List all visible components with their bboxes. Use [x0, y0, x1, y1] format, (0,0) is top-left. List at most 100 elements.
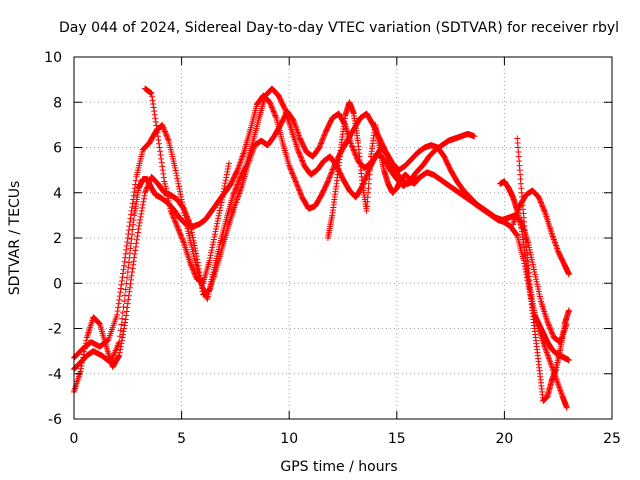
data-point [289, 171, 296, 178]
data-point [119, 315, 126, 322]
data-point [200, 286, 207, 293]
data-point [165, 136, 172, 143]
data-point [231, 189, 238, 196]
data-point [180, 204, 187, 211]
data-point [188, 263, 195, 270]
data-point [215, 215, 222, 222]
data-point [121, 322, 128, 329]
data-point [233, 184, 240, 191]
data-point [232, 186, 239, 193]
data-point [119, 334, 126, 341]
data-point [132, 247, 139, 254]
data-point [168, 210, 175, 217]
data-point [158, 155, 165, 162]
data-point [328, 169, 335, 176]
data-point [164, 135, 171, 142]
data-point [130, 258, 137, 265]
data-point [224, 168, 231, 175]
data-point [140, 198, 147, 205]
data-point [539, 202, 546, 209]
data-point [149, 93, 156, 100]
data-point [546, 323, 553, 330]
data-point [161, 127, 168, 134]
data-point [136, 222, 143, 229]
data-point [214, 220, 221, 227]
data-point [142, 188, 149, 195]
data-point [207, 254, 214, 261]
data-point [189, 265, 196, 272]
data-point [127, 245, 134, 252]
data-point [290, 173, 297, 180]
y-tick-label: -2 [48, 322, 62, 338]
data-point [349, 143, 356, 150]
data-point [513, 231, 520, 238]
data-point [286, 163, 293, 170]
data-point [158, 159, 165, 166]
data-point [218, 196, 225, 203]
data-point [173, 222, 180, 229]
data-point [176, 188, 183, 195]
data-point [174, 175, 181, 182]
data-point [179, 201, 186, 208]
y-tick-label: 0 [53, 276, 62, 292]
data-point [217, 202, 224, 209]
data-point [156, 144, 163, 151]
data-point [167, 207, 174, 214]
data-points [71, 85, 572, 411]
data-point [152, 115, 159, 122]
data-point [207, 252, 214, 259]
data-point [183, 222, 190, 229]
data-point [131, 185, 138, 192]
data-point [161, 128, 168, 135]
data-point [133, 240, 140, 247]
data-point [209, 244, 216, 251]
data-point [127, 215, 134, 222]
data-point [80, 354, 87, 361]
data-point [178, 234, 185, 241]
data-point [143, 187, 150, 194]
data-point [232, 185, 239, 192]
data-point [153, 126, 160, 133]
data-point [124, 304, 131, 311]
data-point [172, 164, 179, 171]
data-point [269, 105, 276, 112]
data-point [121, 298, 128, 305]
data-point [188, 229, 195, 236]
data-point [297, 153, 304, 160]
data-point [547, 325, 554, 332]
data-point [326, 175, 333, 182]
data-point [187, 259, 194, 266]
data-point [168, 209, 175, 216]
data-point [187, 221, 194, 228]
data-point [114, 308, 121, 315]
data-point [129, 200, 136, 207]
data-point [222, 177, 229, 184]
data-point [296, 188, 303, 195]
data-point [164, 133, 171, 140]
data-point [125, 296, 132, 303]
data-point [544, 318, 551, 325]
data-point [540, 206, 547, 213]
data-point [159, 163, 166, 170]
data-point [206, 257, 213, 264]
data-point [121, 325, 128, 332]
data-point [242, 163, 249, 170]
data-point [139, 204, 146, 211]
data-point [80, 351, 87, 358]
data-point [214, 218, 221, 225]
data-point [150, 104, 157, 111]
data-point [350, 147, 357, 154]
data-point [177, 191, 184, 198]
data-point [296, 150, 303, 157]
data-point [200, 285, 207, 292]
data-point [144, 183, 151, 190]
data-point [180, 238, 187, 245]
data-point [175, 226, 182, 233]
y-tick-label: -4 [48, 367, 62, 383]
data-point [183, 220, 190, 227]
data-point [154, 133, 161, 140]
data-point [116, 293, 123, 300]
series-sat-c [71, 85, 570, 411]
data-point [536, 195, 543, 202]
y-tick-label: 2 [53, 231, 62, 247]
